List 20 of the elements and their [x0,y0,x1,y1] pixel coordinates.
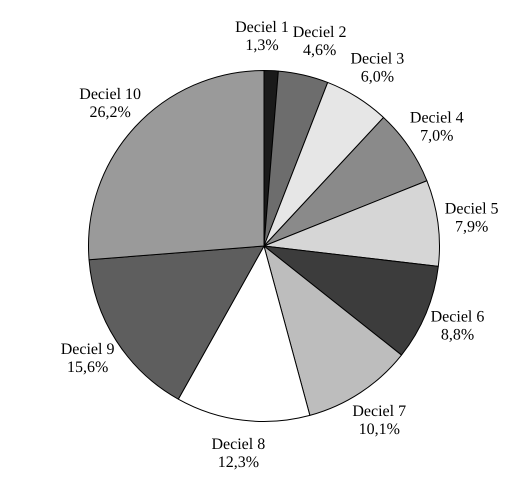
data-label: 15,6% [66,359,108,376]
slice-label: Deciel 3 [350,50,404,68]
data-label: 6,0% [360,68,394,86]
data-label: 4,6% [302,42,336,60]
data-label: 7,9% [455,218,488,236]
slice-label: Deciel 7 [352,403,406,420]
data-label: 7,0% [420,128,454,145]
slice-label: Deciel 6 [430,308,484,326]
data-label: 1,3% [245,36,279,54]
slice-label: Deciel 10 [79,86,142,104]
data-label: 12,3% [218,454,260,472]
slice-label: Deciel 8 [211,436,266,454]
data-label: 10,1% [358,421,400,438]
slice-label: Deciel 2 [292,24,347,42]
slice-label: Deciel 4 [410,110,464,127]
data-label: 8,8% [440,326,474,344]
data-label: 26,2% [89,104,131,122]
slice-label: Deciel 5 [444,200,499,218]
slice-label: Deciel 9 [60,341,114,358]
slice-label: Deciel 1 [235,18,289,36]
